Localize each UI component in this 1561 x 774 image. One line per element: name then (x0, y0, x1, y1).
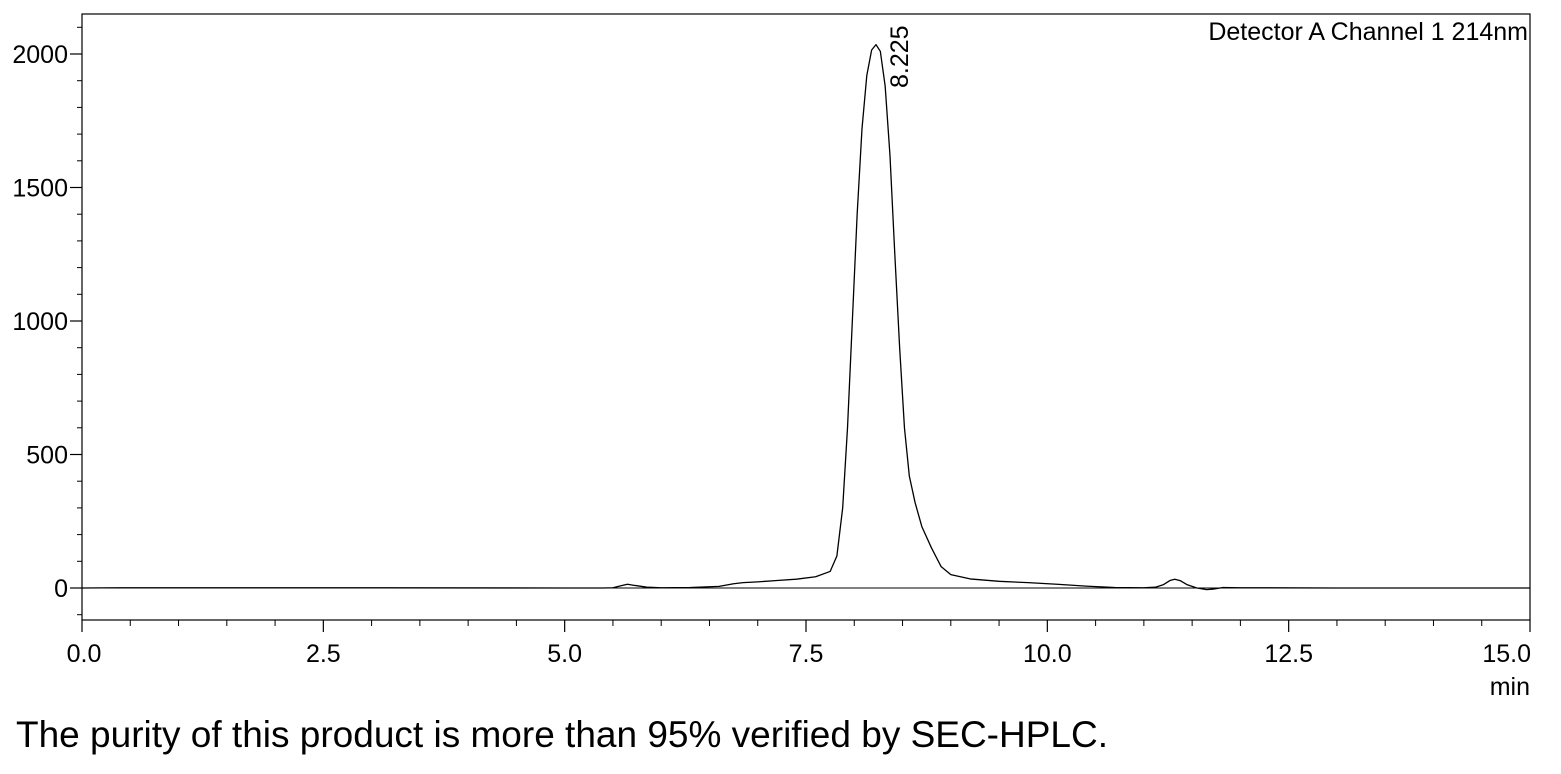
purity-caption: The purity of this product is more than … (16, 714, 1108, 755)
x-tick-label: 12.5 (1264, 640, 1313, 668)
x-tick-label: 15.0 (1482, 640, 1531, 668)
y-tick-label: 500 (26, 442, 68, 470)
x-tick-label: 0.0 (67, 640, 102, 668)
chromatogram-trace (81, 44, 1530, 591)
y-tick-label: 1500 (12, 175, 68, 203)
peak-label: 8.225 (886, 25, 914, 88)
plot-border (81, 13, 1531, 621)
x-tick-label: 5.0 (547, 640, 582, 668)
x-tick-label: 7.5 (789, 640, 824, 668)
plot-frame (81, 13, 1531, 621)
y-tick-label: 1000 (12, 308, 68, 336)
detector-legend: Detector A Channel 1 214nm (1208, 18, 1528, 46)
x-axis-unit-label: min (1490, 673, 1530, 701)
series-group (81, 44, 1530, 591)
x-axis: 0.0 2.5 5.0 7.5 10.0 12.5 15.0 min (67, 620, 1531, 701)
y-axis: 0 500 1000 1500 2000 (12, 26, 82, 616)
annotations: Detector A Channel 1 214nm 8.225 (886, 18, 1528, 88)
y-tick-label: 0 (54, 575, 68, 603)
x-tick-label: 2.5 (306, 640, 341, 668)
y-tick-label: 2000 (12, 41, 68, 69)
x-tick-label: 10.0 (1023, 640, 1072, 668)
